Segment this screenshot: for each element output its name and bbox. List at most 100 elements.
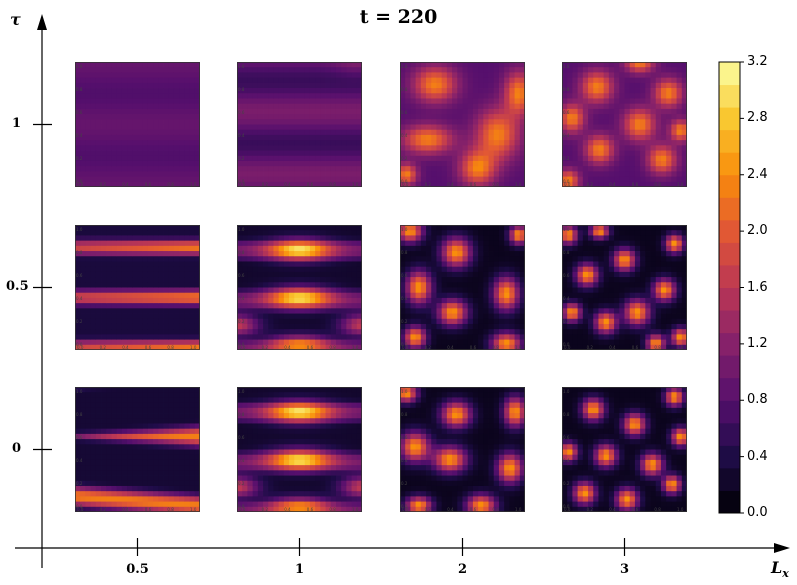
heatmap-cell [247, 240, 254, 247]
heatmap-cell [106, 397, 112, 404]
heatmap-cell [436, 145, 443, 151]
heatmap-cell [132, 313, 138, 320]
heatmap-cell [242, 176, 248, 183]
heatmap-cell [488, 230, 495, 236]
heatmap-cell [660, 240, 667, 247]
heatmap-cell [431, 155, 437, 162]
heatmap-cell [289, 318, 295, 325]
heatmap-cell [283, 150, 290, 157]
heatmap-cell [283, 114, 290, 120]
heatmap-cell [567, 334, 573, 340]
heatmap-cell [273, 323, 280, 330]
heatmap-cell [655, 72, 662, 79]
heatmap-cell [273, 155, 280, 162]
heatmap-cell [588, 230, 594, 236]
heatmap-cell [247, 266, 254, 273]
heatmap-cell [85, 485, 92, 492]
heatmap-cell [137, 303, 144, 309]
heatmap-cell [650, 103, 657, 110]
heatmap-cell [405, 88, 411, 94]
heatmap-cell [116, 392, 123, 398]
heatmap-cell [75, 480, 81, 487]
heatmap-cell [640, 77, 646, 84]
heatmap-cell [242, 334, 248, 340]
heatmap-cell [132, 108, 138, 115]
heatmap-cell [681, 282, 687, 288]
heatmap-cell [315, 181, 321, 187]
heatmap-cell [629, 171, 636, 177]
heatmap-cell [121, 439, 128, 445]
heatmap-cell [572, 303, 579, 309]
heatmap-cell [562, 282, 568, 288]
heatmap-cell [608, 176, 615, 183]
heatmap-cell [666, 282, 672, 288]
heatmap-cell [106, 103, 112, 110]
heatmap-cell [330, 235, 337, 242]
heatmap-cell [237, 334, 243, 340]
heatmap-cell [410, 155, 417, 162]
heatmap-cell [446, 266, 453, 273]
heatmap-cell [257, 266, 264, 273]
heatmap-cell [498, 129, 505, 136]
heatmap-cell [483, 119, 489, 125]
heatmap-cell [645, 245, 651, 252]
heatmap-cell [346, 292, 352, 299]
heatmap-cell [671, 225, 677, 231]
heatmap-cell [320, 72, 326, 79]
heatmap-cell [127, 93, 133, 99]
heatmap-cell [572, 134, 579, 141]
heatmap-cell [116, 134, 123, 141]
heatmap-cell [111, 166, 118, 172]
heatmap-cell [142, 329, 149, 335]
heatmap-cell [252, 245, 259, 252]
heatmap-cell [163, 245, 170, 252]
heatmap-cell [294, 251, 300, 257]
heatmap-cell [242, 287, 248, 294]
heatmap-cell [498, 181, 505, 187]
heatmap-cell [410, 303, 417, 309]
heatmap-cell [299, 124, 306, 131]
heatmap-cell [514, 303, 521, 309]
heatmap-cell [252, 339, 259, 346]
heatmap-cell [263, 145, 269, 151]
heatmap-cell [400, 103, 406, 110]
heatmap-cell [356, 181, 362, 187]
heatmap-cell [80, 145, 86, 151]
heatmap-cell [299, 93, 306, 99]
heatmap-cell [320, 344, 326, 350]
heatmap-cell [179, 251, 185, 257]
heatmap-cell [315, 155, 321, 162]
heatmap-cell [514, 313, 521, 320]
heatmap-cell [283, 166, 290, 172]
heatmap-cell [509, 292, 515, 299]
heatmap-cell [80, 140, 86, 146]
heatmap-cell [85, 423, 92, 430]
heatmap-cell [598, 235, 605, 242]
heatmap-cell [457, 287, 463, 294]
heatmap-cell [634, 287, 641, 294]
heatmap-cell [426, 145, 432, 151]
heatmap-cell [634, 88, 641, 94]
heatmap-cell [111, 134, 118, 141]
heatmap-cell [257, 129, 264, 136]
heatmap-cell [420, 119, 427, 125]
heatmap-cell [95, 449, 102, 456]
heatmap-cell [462, 303, 469, 309]
heatmap-cell [415, 98, 422, 105]
heatmap-cell [158, 150, 164, 157]
heatmap-cell [106, 413, 112, 419]
heatmap-cell [90, 459, 97, 466]
heatmap-cell [309, 297, 316, 304]
heatmap-cell [488, 166, 495, 172]
heatmap-cell [577, 181, 584, 187]
heatmap-cell [127, 134, 133, 141]
heatmap-cell [676, 88, 683, 94]
heatmap-cell [457, 181, 463, 187]
heatmap-cell [462, 297, 469, 304]
heatmap-cell [184, 277, 190, 283]
heatmap-cell [320, 225, 326, 231]
heatmap-cell [127, 145, 133, 151]
heatmap-cell [80, 318, 86, 325]
heatmap-cell [168, 176, 175, 183]
heatmap-cell [666, 313, 672, 320]
